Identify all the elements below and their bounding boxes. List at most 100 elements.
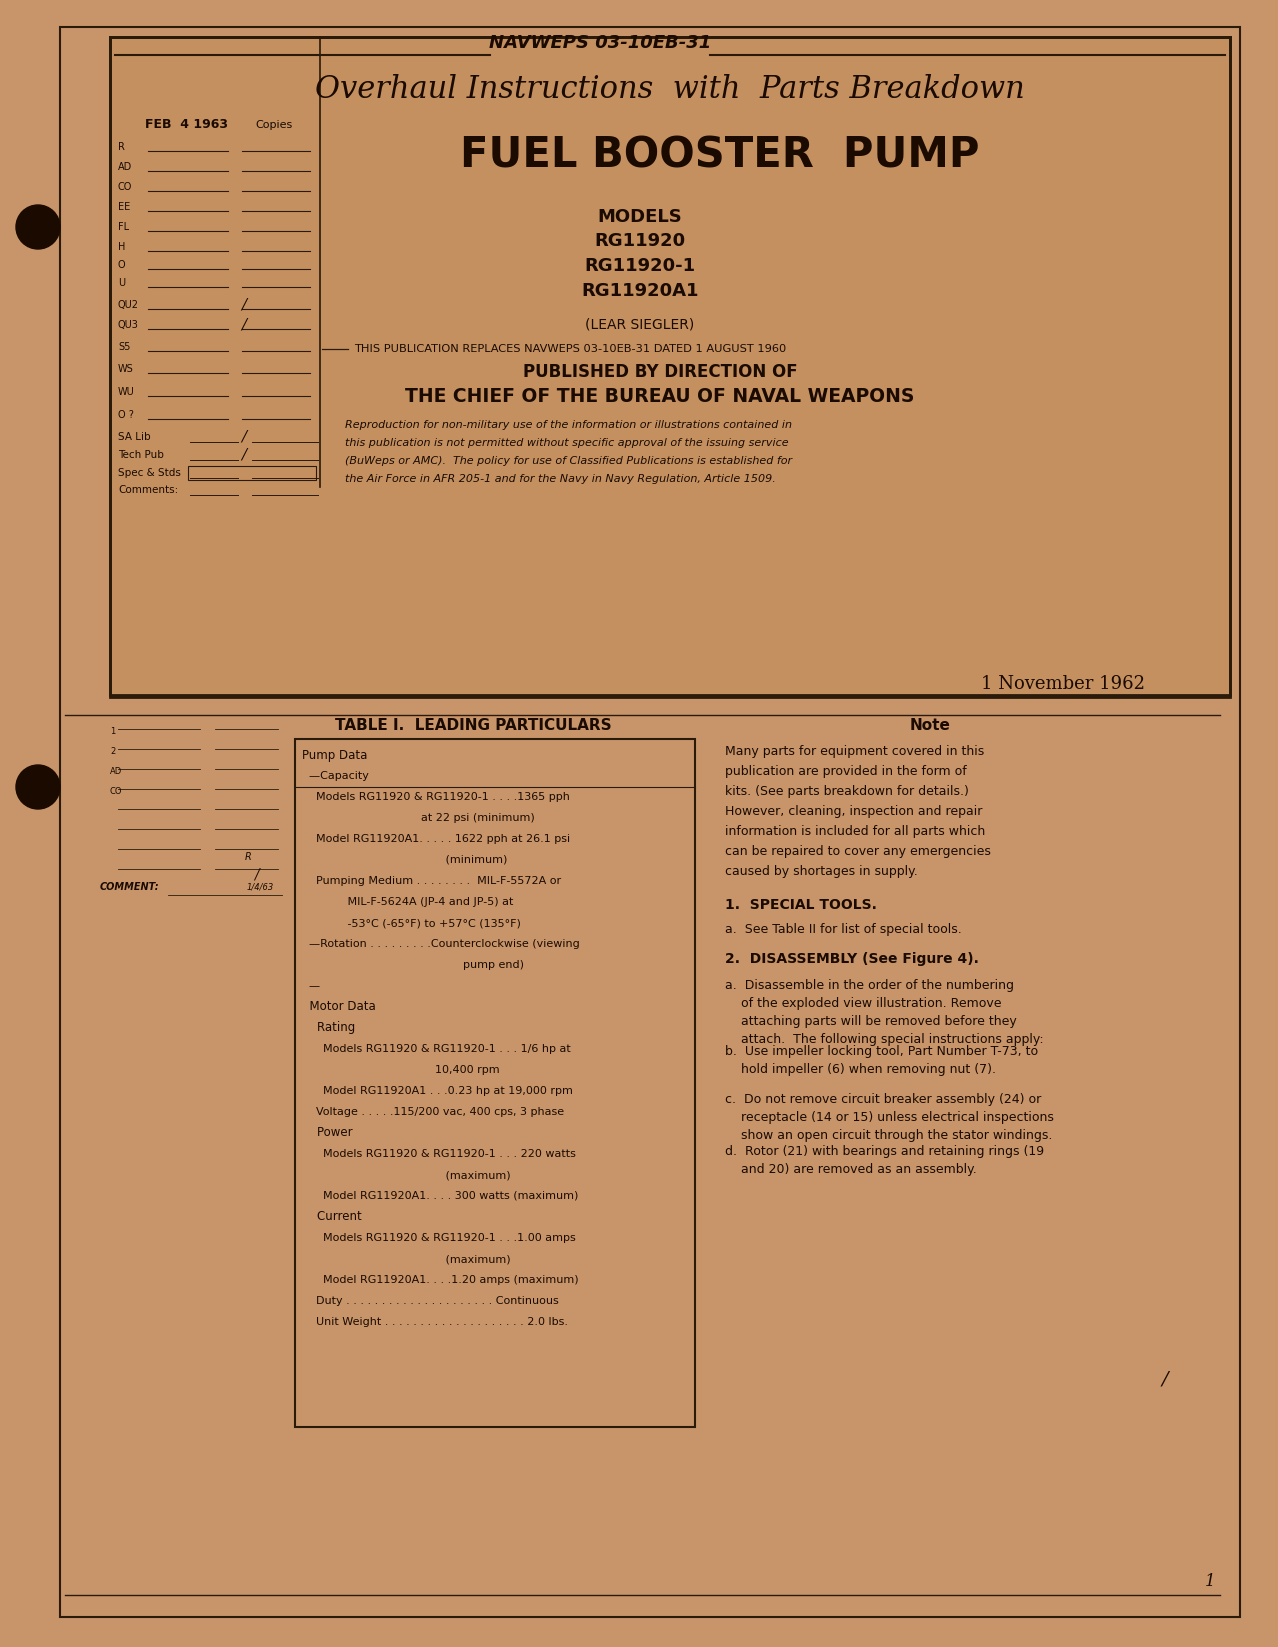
Text: FUEL BOOSTER  PUMP: FUEL BOOSTER PUMP <box>460 133 980 176</box>
Text: information is included for all parts which: information is included for all parts wh… <box>725 825 985 838</box>
Text: THE CHIEF OF THE BUREAU OF NAVAL WEAPONS: THE CHIEF OF THE BUREAU OF NAVAL WEAPONS <box>405 387 915 407</box>
Text: -53°C (-65°F) to +57°C (135°F): -53°C (-65°F) to +57°C (135°F) <box>302 917 521 927</box>
Text: Unit Weight . . . . . . . . . . . . . . . . . . . . 2.0 lbs.: Unit Weight . . . . . . . . . . . . . . … <box>302 1318 567 1327</box>
Text: Models RG11920 & RG11920-1 . . . .1365 pph: Models RG11920 & RG11920-1 . . . .1365 p… <box>302 792 570 802</box>
Text: and 20) are removed as an assembly.: and 20) are removed as an assembly. <box>725 1163 976 1176</box>
Text: AD: AD <box>110 766 123 776</box>
Text: hold impeller (6) when removing nut (7).: hold impeller (6) when removing nut (7). <box>725 1062 996 1075</box>
Circle shape <box>17 204 60 249</box>
Text: pump end): pump end) <box>302 960 524 970</box>
Text: Comments:: Comments: <box>118 484 178 496</box>
Text: /: / <box>242 448 247 463</box>
Text: 1: 1 <box>110 726 115 736</box>
Text: QU2: QU2 <box>118 300 139 310</box>
Text: show an open circuit through the stator windings.: show an open circuit through the stator … <box>725 1128 1052 1141</box>
Text: WS: WS <box>118 364 134 374</box>
Text: Duty . . . . . . . . . . . . . . . . . . . . . Continuous: Duty . . . . . . . . . . . . . . . . . .… <box>302 1296 558 1306</box>
Text: Note: Note <box>910 718 951 733</box>
Text: 1/4/63: 1/4/63 <box>247 883 273 891</box>
Text: —Rotation . . . . . . . . .Counterclockwise (viewing: —Rotation . . . . . . . . .Counterclockw… <box>302 939 580 949</box>
Text: AD: AD <box>118 161 132 171</box>
Text: 1.  SPECIAL TOOLS.: 1. SPECIAL TOOLS. <box>725 898 877 912</box>
Text: kits. (See parts breakdown for details.): kits. (See parts breakdown for details.) <box>725 786 969 799</box>
Text: COMMENT:: COMMENT: <box>100 883 160 893</box>
Text: Tech Pub: Tech Pub <box>118 450 164 460</box>
Text: Motor Data: Motor Data <box>302 1000 376 1013</box>
Text: /: / <box>242 298 247 311</box>
Text: Pump Data: Pump Data <box>302 748 367 761</box>
Text: Models RG11920 & RG11920-1 . . . 1/6 hp at: Models RG11920 & RG11920-1 . . . 1/6 hp … <box>302 1044 571 1054</box>
Text: RG11920A1: RG11920A1 <box>581 282 699 300</box>
Text: (minimum): (minimum) <box>302 855 507 865</box>
Text: However, cleaning, inspection and repair: However, cleaning, inspection and repair <box>725 805 983 819</box>
Text: Model RG11920A1. . . . . 1622 pph at 26.1 psi: Model RG11920A1. . . . . 1622 pph at 26.… <box>302 833 570 843</box>
Text: SA Lib: SA Lib <box>118 432 151 441</box>
FancyBboxPatch shape <box>110 36 1229 697</box>
Text: EE: EE <box>118 203 130 212</box>
Text: caused by shortages in supply.: caused by shortages in supply. <box>725 866 918 878</box>
Text: receptacle (14 or 15) unless electrical inspections: receptacle (14 or 15) unless electrical … <box>725 1110 1054 1123</box>
Text: —: — <box>302 982 320 991</box>
Text: R: R <box>244 851 252 861</box>
Text: Model RG11920A1 . . .0.23 hp at 19,000 rpm: Model RG11920A1 . . .0.23 hp at 19,000 r… <box>302 1085 573 1095</box>
Text: O ?: O ? <box>118 410 134 420</box>
Text: FEB  4 1963: FEB 4 1963 <box>144 119 227 132</box>
Text: Spec & Stds: Spec & Stds <box>118 468 181 478</box>
Text: Models RG11920 & RG11920-1 . . .1.00 amps: Models RG11920 & RG11920-1 . . .1.00 amp… <box>302 1234 576 1243</box>
Text: Copies: Copies <box>256 120 293 130</box>
Text: 1: 1 <box>1205 1573 1215 1591</box>
Text: Model RG11920A1. . . . 300 watts (maximum): Model RG11920A1. . . . 300 watts (maximu… <box>302 1191 579 1201</box>
Text: —Capacity: —Capacity <box>302 771 369 781</box>
Text: can be repaired to cover any emergencies: can be repaired to cover any emergencies <box>725 845 990 858</box>
Text: RG11920: RG11920 <box>594 232 685 250</box>
Text: a.  See Table II for list of special tools.: a. See Table II for list of special tool… <box>725 922 962 935</box>
Text: the Air Force in AFR 205-1 and for the Navy in Navy Regulation, Article 1509.: the Air Force in AFR 205-1 and for the N… <box>345 474 776 484</box>
Text: Current: Current <box>302 1211 362 1224</box>
Text: 10,400 rpm: 10,400 rpm <box>302 1066 500 1075</box>
Text: d.  Rotor (21) with bearings and retaining rings (19: d. Rotor (21) with bearings and retainin… <box>725 1145 1044 1158</box>
Text: CO: CO <box>118 183 133 193</box>
Text: 1 November 1962: 1 November 1962 <box>982 675 1145 693</box>
Text: b.  Use impeller locking tool, Part Number T-73, to: b. Use impeller locking tool, Part Numbe… <box>725 1044 1038 1057</box>
Text: PUBLISHED BY DIRECTION OF: PUBLISHED BY DIRECTION OF <box>523 362 797 380</box>
Text: /: / <box>254 868 258 883</box>
Text: /: / <box>242 318 247 333</box>
Text: MODELS: MODELS <box>598 208 682 226</box>
Text: attach.  The following special instructions apply:: attach. The following special instructio… <box>725 1033 1044 1046</box>
Text: at 22 psi (minimum): at 22 psi (minimum) <box>302 814 534 824</box>
Text: Many parts for equipment covered in this: Many parts for equipment covered in this <box>725 746 984 759</box>
Text: RG11920-1: RG11920-1 <box>584 257 695 275</box>
Text: THIS PUBLICATION REPLACES NAVWEPS 03-10EB-31 DATED 1 AUGUST 1960: THIS PUBLICATION REPLACES NAVWEPS 03-10E… <box>354 344 786 354</box>
Text: this publication is not permitted without specific approval of the issuing servi: this publication is not permitted withou… <box>345 438 789 448</box>
Text: NAVWEPS 03-10EB-31: NAVWEPS 03-10EB-31 <box>489 35 711 53</box>
Text: CO: CO <box>110 787 123 796</box>
Text: 2.  DISASSEMBLY (See Figure 4).: 2. DISASSEMBLY (See Figure 4). <box>725 952 979 967</box>
Text: (BuWeps or AMC).  The policy for use of Classified Publications is established f: (BuWeps or AMC). The policy for use of C… <box>345 456 792 466</box>
Circle shape <box>17 764 60 809</box>
Text: of the exploded view illustration. Remove: of the exploded view illustration. Remov… <box>725 996 1002 1010</box>
Text: Voltage . . . . .115/200 vac, 400 cps, 3 phase: Voltage . . . . .115/200 vac, 400 cps, 3… <box>302 1107 564 1117</box>
Text: TABLE I.  LEADING PARTICULARS: TABLE I. LEADING PARTICULARS <box>335 718 612 733</box>
Text: Pumping Medium . . . . . . . .  MIL-F-5572A or: Pumping Medium . . . . . . . . MIL-F-557… <box>302 876 561 886</box>
Text: (LEAR SIEGLER): (LEAR SIEGLER) <box>585 318 695 333</box>
Text: attaching parts will be removed before they: attaching parts will be removed before t… <box>725 1015 1017 1028</box>
Text: QU3: QU3 <box>118 320 139 329</box>
Text: publication are provided in the form of: publication are provided in the form of <box>725 766 966 779</box>
Text: (maximum): (maximum) <box>302 1253 511 1263</box>
FancyBboxPatch shape <box>60 26 1240 1617</box>
Text: Models RG11920 & RG11920-1 . . . 220 watts: Models RG11920 & RG11920-1 . . . 220 wat… <box>302 1150 576 1159</box>
Text: c.  Do not remove circuit breaker assembly (24) or: c. Do not remove circuit breaker assembl… <box>725 1092 1042 1105</box>
Text: U: U <box>118 278 125 288</box>
Text: Rating: Rating <box>302 1021 355 1034</box>
Text: Reproduction for non-military use of the information or illustrations contained : Reproduction for non-military use of the… <box>345 420 792 430</box>
Text: Power: Power <box>302 1127 353 1140</box>
Text: (maximum): (maximum) <box>302 1169 511 1179</box>
Text: S5: S5 <box>118 343 130 352</box>
Text: MIL-F-5624A (JP-4 and JP-5) at: MIL-F-5624A (JP-4 and JP-5) at <box>302 898 514 907</box>
Text: WU: WU <box>118 387 134 397</box>
Text: Overhaul Instructions  with  Parts Breakdown: Overhaul Instructions with Parts Breakdo… <box>316 74 1025 104</box>
Text: /: / <box>242 430 247 445</box>
Text: R: R <box>118 142 125 152</box>
Text: O: O <box>118 260 125 270</box>
Text: Model RG11920A1. . . .1.20 amps (maximum): Model RG11920A1. . . .1.20 amps (maximum… <box>302 1275 579 1285</box>
